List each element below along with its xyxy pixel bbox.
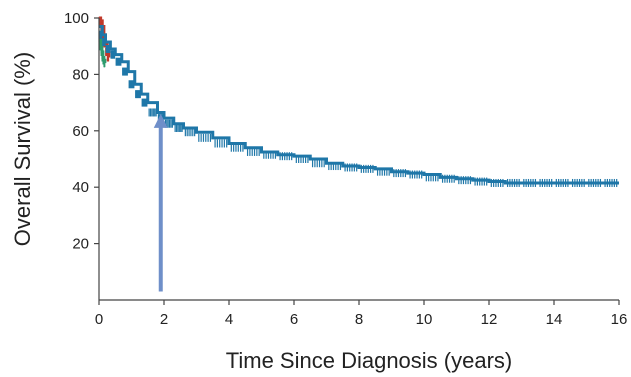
x-axis-title: Time Since Diagnosis (years) bbox=[226, 348, 513, 373]
x-tick-label: 12 bbox=[481, 311, 498, 328]
x-tick-label: 2 bbox=[160, 311, 168, 328]
y-tick-label: 100 bbox=[64, 10, 89, 27]
y-axis-title: Overall Survival (%) bbox=[10, 52, 35, 246]
y-tick-label: 80 bbox=[72, 66, 89, 83]
x-tick-label: 8 bbox=[355, 311, 363, 328]
x-tick-label: 6 bbox=[290, 311, 298, 328]
y-tick-label: 20 bbox=[72, 236, 89, 253]
annotation-arrow-head bbox=[153, 113, 168, 128]
y-tick-label: 60 bbox=[72, 123, 89, 140]
series-0 bbox=[98, 24, 619, 187]
x-tick-label: 0 bbox=[95, 311, 103, 328]
x-tick-label: 4 bbox=[225, 311, 233, 328]
y-tick-label: 40 bbox=[72, 179, 89, 196]
x-ticks: 0 2 4 6 8 10 12 14 16 bbox=[95, 300, 628, 328]
x-tick-label: 14 bbox=[546, 311, 563, 328]
x-tick-label: 16 bbox=[611, 311, 628, 328]
axes: 0 2 4 6 8 10 12 14 16 20 40 60 80 100 bbox=[64, 10, 627, 328]
x-tick-label: 10 bbox=[416, 311, 433, 328]
series-layer bbox=[98, 16, 619, 187]
series-line bbox=[99, 24, 619, 185]
y-ticks: 20 40 60 80 100 bbox=[64, 10, 99, 253]
annotation-layer bbox=[153, 113, 168, 292]
